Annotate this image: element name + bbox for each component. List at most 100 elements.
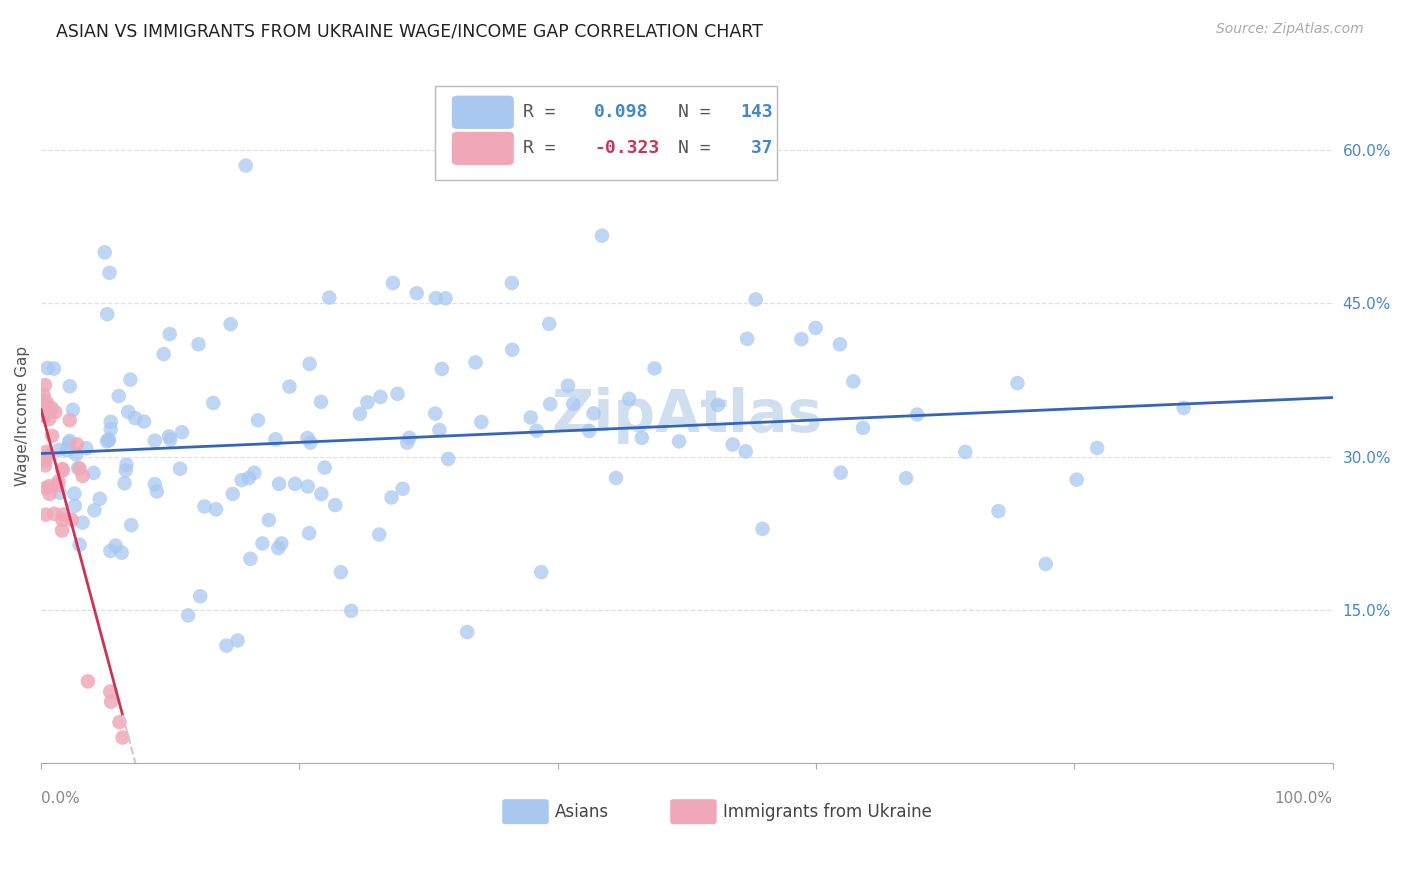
Point xyxy=(501,343,523,357)
Point xyxy=(38,479,60,493)
Point xyxy=(1035,557,1057,571)
Point xyxy=(42,361,65,376)
Point xyxy=(905,408,928,422)
Point xyxy=(297,431,319,445)
Point xyxy=(270,536,292,550)
Point xyxy=(38,403,60,417)
Point xyxy=(222,487,245,501)
Point xyxy=(538,317,561,331)
Point xyxy=(62,402,84,417)
Point xyxy=(381,276,404,290)
Text: Asians: Asians xyxy=(555,803,609,821)
Point xyxy=(170,425,193,440)
Point xyxy=(188,589,211,603)
Point xyxy=(143,477,166,491)
Point xyxy=(97,433,120,447)
Point xyxy=(387,386,409,401)
Point xyxy=(98,266,121,280)
Point xyxy=(124,411,146,425)
Point xyxy=(111,731,134,745)
Point xyxy=(35,481,58,495)
Point xyxy=(193,500,215,514)
Point xyxy=(59,379,82,393)
Point xyxy=(58,436,80,450)
Point xyxy=(1085,441,1108,455)
Point xyxy=(630,431,652,445)
Point xyxy=(100,695,122,709)
Point xyxy=(146,484,169,499)
Point xyxy=(159,327,181,342)
Point xyxy=(66,437,89,451)
Point xyxy=(48,485,70,500)
Point xyxy=(52,463,75,477)
Point xyxy=(34,409,56,423)
Point xyxy=(34,378,56,392)
FancyBboxPatch shape xyxy=(671,799,717,824)
Point xyxy=(744,293,766,307)
Point xyxy=(83,503,105,517)
Point xyxy=(278,379,301,393)
Point xyxy=(987,504,1010,518)
Point xyxy=(314,460,336,475)
Point xyxy=(38,487,60,501)
Point xyxy=(100,544,122,558)
Point xyxy=(267,476,290,491)
Point xyxy=(311,487,333,501)
Point xyxy=(32,409,55,423)
Point xyxy=(65,447,87,461)
Point xyxy=(425,407,447,421)
Point xyxy=(56,443,79,458)
Point xyxy=(298,357,321,371)
Point xyxy=(239,551,262,566)
Point xyxy=(205,502,228,516)
Point xyxy=(734,444,756,458)
Point xyxy=(34,453,56,467)
Point xyxy=(111,546,134,560)
Point xyxy=(37,361,59,376)
Point xyxy=(538,397,561,411)
Point xyxy=(562,397,585,411)
Point xyxy=(76,674,98,689)
Point xyxy=(107,389,129,403)
Text: R =: R = xyxy=(523,139,567,157)
Point xyxy=(63,499,86,513)
Point xyxy=(828,337,851,351)
Point xyxy=(318,291,340,305)
Point xyxy=(582,406,605,420)
Point xyxy=(96,307,118,321)
Point xyxy=(434,291,457,305)
Point xyxy=(215,639,238,653)
Point xyxy=(93,245,115,260)
Point xyxy=(405,286,427,301)
Point xyxy=(470,415,492,429)
Point xyxy=(59,413,82,427)
Point xyxy=(370,390,392,404)
Point xyxy=(96,434,118,449)
Point xyxy=(231,473,253,487)
Point xyxy=(804,321,827,335)
Point xyxy=(69,538,91,552)
Point xyxy=(894,471,917,485)
Point xyxy=(38,412,60,426)
Point xyxy=(152,347,174,361)
Point xyxy=(52,508,75,522)
Point xyxy=(219,317,242,331)
Point xyxy=(356,395,378,409)
Point xyxy=(41,401,63,415)
Point xyxy=(267,541,290,555)
Point xyxy=(519,410,541,425)
Point xyxy=(246,413,269,427)
Point xyxy=(526,424,548,438)
Point xyxy=(35,508,58,522)
Point xyxy=(1007,376,1029,391)
Point xyxy=(34,458,56,473)
Point xyxy=(437,451,460,466)
Point xyxy=(98,684,121,698)
Point xyxy=(157,429,180,443)
Point xyxy=(456,625,478,640)
Point xyxy=(398,431,420,445)
Point xyxy=(51,462,73,476)
Point xyxy=(37,448,59,462)
Point xyxy=(100,415,122,429)
Point xyxy=(187,337,209,351)
